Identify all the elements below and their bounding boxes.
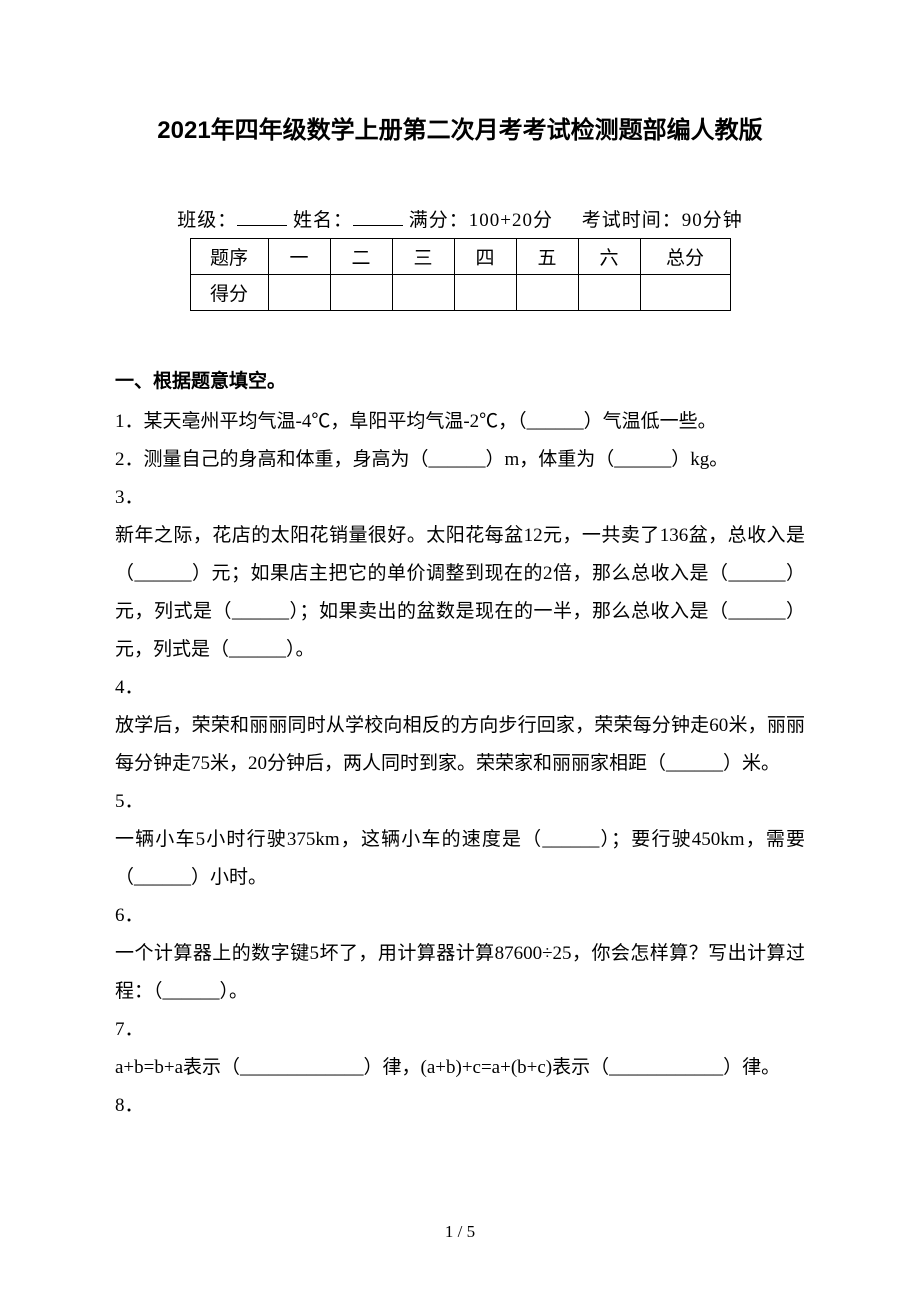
question-3-body: 新年之际，花店的太阳花销量很好。太阳花每盆12元，一共卖了136盆，总收入是（_… [115, 517, 805, 669]
cell-row1-total: 总分 [640, 239, 730, 275]
cell-row2-c3[interactable] [392, 275, 454, 311]
score-table: 题序 一 二 三 四 五 六 总分 得分 [190, 238, 731, 311]
question-5-body: 一辆小车5小时行驶375km，这辆小车的速度是（______）；要行驶450km… [115, 821, 805, 897]
cell-row1-c4: 四 [454, 239, 516, 275]
time-label: 考试时间： [582, 210, 682, 231]
section1-heading: 一、根据题意填空。 [115, 366, 805, 393]
time-value: 90分钟 [682, 210, 743, 231]
cell-row1-c2: 二 [330, 239, 392, 275]
meta-line: 班级： 姓名： 满分：100+20分 考试时间：90分钟 [115, 205, 805, 232]
cell-row2-c2[interactable] [330, 275, 392, 311]
cell-row1-label: 题序 [190, 239, 268, 275]
question-1: 1．某天亳州平均气温-4℃，阜阳平均气温-2℃，（______）气温低一些。 [115, 403, 805, 441]
cell-row1-c3: 三 [392, 239, 454, 275]
cell-row1-c6: 六 [578, 239, 640, 275]
class-blank[interactable] [237, 207, 287, 226]
full-value: 100+20分 [469, 210, 553, 231]
name-label: 姓名： [293, 210, 353, 231]
full-label: 满分： [409, 210, 469, 231]
question-7-body: a+b=b+a表示（_____________）律，(a+b)+c=a+(b+c… [115, 1049, 805, 1087]
question-5-label: 5． [115, 783, 805, 821]
cell-row2-total[interactable] [640, 275, 730, 311]
cell-row2-label: 得分 [190, 275, 268, 311]
page-number: 1 / 5 [0, 1222, 920, 1242]
question-8-label: 8． [115, 1087, 805, 1125]
cell-row2-c4[interactable] [454, 275, 516, 311]
table-row: 得分 [190, 275, 730, 311]
cell-row2-c6[interactable] [578, 275, 640, 311]
table-row: 题序 一 二 三 四 五 六 总分 [190, 239, 730, 275]
cell-row2-c1[interactable] [268, 275, 330, 311]
cell-row1-c1: 一 [268, 239, 330, 275]
question-6-body: 一个计算器上的数字键5坏了，用计算器计算87600÷25，你会怎样算？写出计算过… [115, 935, 805, 1011]
name-blank[interactable] [353, 207, 403, 226]
cell-row2-c5[interactable] [516, 275, 578, 311]
exam-title: 2021年四年级数学上册第二次月考考试检测题部编人教版 [115, 110, 805, 145]
cell-row1-c5: 五 [516, 239, 578, 275]
question-4-label: 4． [115, 669, 805, 707]
question-2: 2．测量自己的身高和体重，身高为（______）m，体重为（______）kg。 [115, 441, 805, 479]
question-6-label: 6． [115, 897, 805, 935]
question-7-label: 7． [115, 1011, 805, 1049]
question-4-body: 放学后，荣荣和丽丽同时从学校向相反的方向步行回家，荣荣每分钟走60米，丽丽每分钟… [115, 707, 805, 783]
class-label: 班级： [177, 210, 237, 231]
question-3-label: 3． [115, 479, 805, 517]
